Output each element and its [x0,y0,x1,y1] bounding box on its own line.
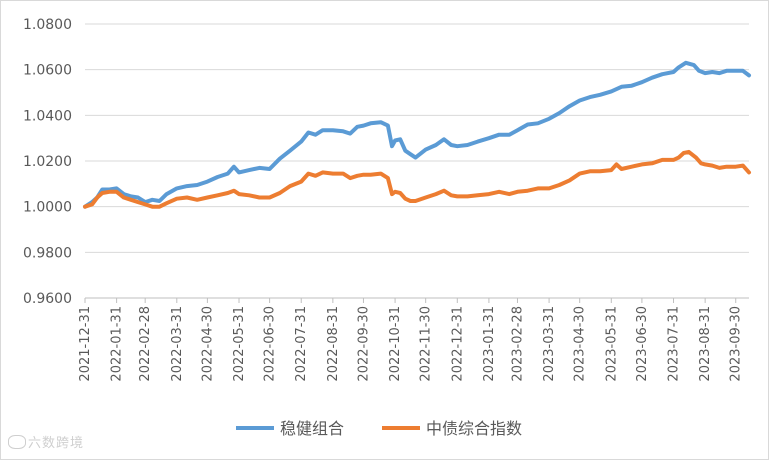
x-tick-label: 2022-01-31 [110,306,125,382]
series-line-2 [83,149,751,209]
x-tick-label: 2023-07-31 [667,306,682,382]
x-tick-label: 2022-05-31 [232,306,247,382]
x-tick-label: 2022-10-31 [388,306,403,382]
x-tick-label: 2022-07-31 [294,306,309,382]
y-tick-label: 0.9600 [23,291,72,307]
x-tick-label: 2023-02-28 [510,306,525,382]
x-tick-label: 2023-06-30 [635,306,650,382]
x-tick-label: 2023-05-31 [604,306,619,382]
x-tick-label: 2023-03-31 [542,306,557,382]
x-tick-label: 2023-04-30 [573,306,588,382]
x-tick-label: 2021-12-31 [78,306,93,382]
x-tick-label: 2022-06-30 [263,306,278,382]
x-tick-label: 2022-03-31 [170,306,185,382]
y-tick-label: 1.0600 [23,63,72,79]
x-tick-label: 2022-04-30 [200,306,215,382]
y-tick-label: 0.9800 [23,245,72,261]
x-tick-label: 2022-09-30 [356,306,371,382]
watermark-text: 六数跨境 [28,436,85,451]
series-line-1 [83,60,751,209]
y-tick-label: 1.0200 [23,154,72,170]
x-tick-label: 2023-08-31 [698,306,713,382]
x-tick-label: 2022-08-31 [326,306,341,382]
y-tick-label: 1.0000 [23,200,72,216]
legend-label-1: 稳健组合 [280,419,344,438]
x-tick-label: 2023-01-31 [482,306,497,382]
x-tick-label: 2022-11-30 [419,306,434,382]
legend-label-2: 中债综合指数 [426,419,522,438]
x-tick-label: 2022-02-28 [138,306,153,382]
watermark: 六数跨境 [8,432,84,451]
x-tick-label: 2022-12-31 [450,306,465,382]
y-tick-label: 1.0800 [23,17,72,33]
watermark-icon [8,435,26,449]
y-tick-label: 1.0400 [23,108,72,124]
x-tick-label: 2023-09-30 [729,306,744,382]
